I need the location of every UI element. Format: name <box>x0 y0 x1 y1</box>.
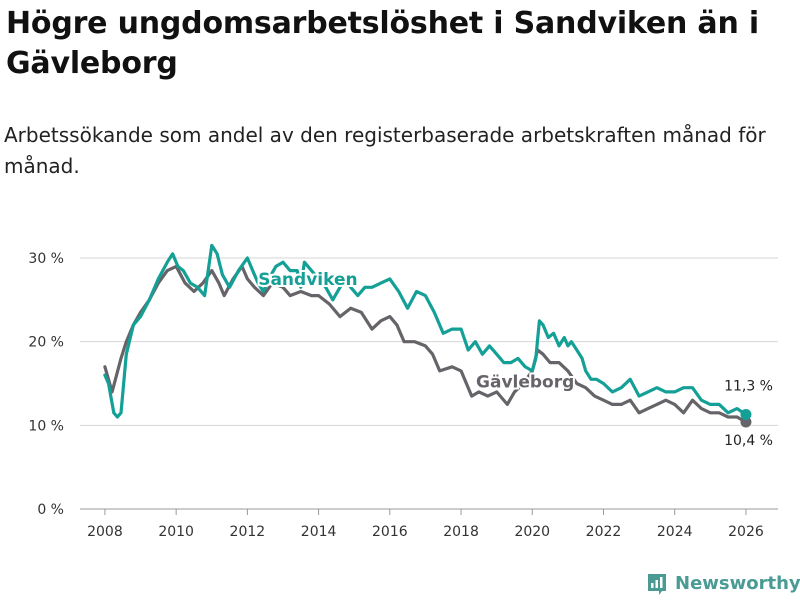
y-tick-label: 30 % <box>28 251 64 267</box>
x-tick-label: 2022 <box>586 524 622 540</box>
x-tick-label: 2008 <box>87 524 123 540</box>
chart-subtitle: Arbetssökande som andel av den registerb… <box>4 123 766 178</box>
series-end-label: 10,4 % <box>724 433 773 449</box>
series-end-point <box>740 416 752 428</box>
y-tick-label: 0 % <box>37 502 64 518</box>
brand-logo: Newsworthy <box>645 568 800 598</box>
series-label: Sandviken <box>258 270 357 290</box>
chart-title: Högre ungdomsarbetslöshet i Sandviken än… <box>6 6 759 81</box>
x-tick-label: 2024 <box>657 524 693 540</box>
x-tick-label: 2020 <box>514 524 550 540</box>
x-axis: 2008 2010 2012 2014 2016 2018 2020 2022 2024 2026 <box>87 509 764 540</box>
x-tick-label: 2010 <box>158 524 194 540</box>
series-labels: Sandviken Gävleborg 11,3 % 10,4 % <box>256 268 773 449</box>
x-tick-label: 2012 <box>230 524 266 540</box>
x-tick-label: 2026 <box>728 524 764 540</box>
y-tick-label: 20 % <box>28 335 64 351</box>
x-tick-label: 2016 <box>372 524 408 540</box>
y-axis-ticks: 0 % 10 % 20 % 30 % <box>28 251 64 518</box>
x-tick-label: 2018 <box>443 524 479 540</box>
series-label: Gävleborg <box>476 373 574 393</box>
series-lines <box>103 243 752 428</box>
series-line-sandviken <box>103 243 748 419</box>
gridlines <box>80 257 778 510</box>
brand-name: Newsworthy <box>675 572 800 594</box>
newsworthy-logo-icon <box>648 574 666 595</box>
series-end-point <box>740 408 752 420</box>
y-tick-label: 10 % <box>28 418 64 434</box>
series-end-label: 11,3 % <box>724 378 773 394</box>
x-tick-label: 2014 <box>301 524 337 540</box>
